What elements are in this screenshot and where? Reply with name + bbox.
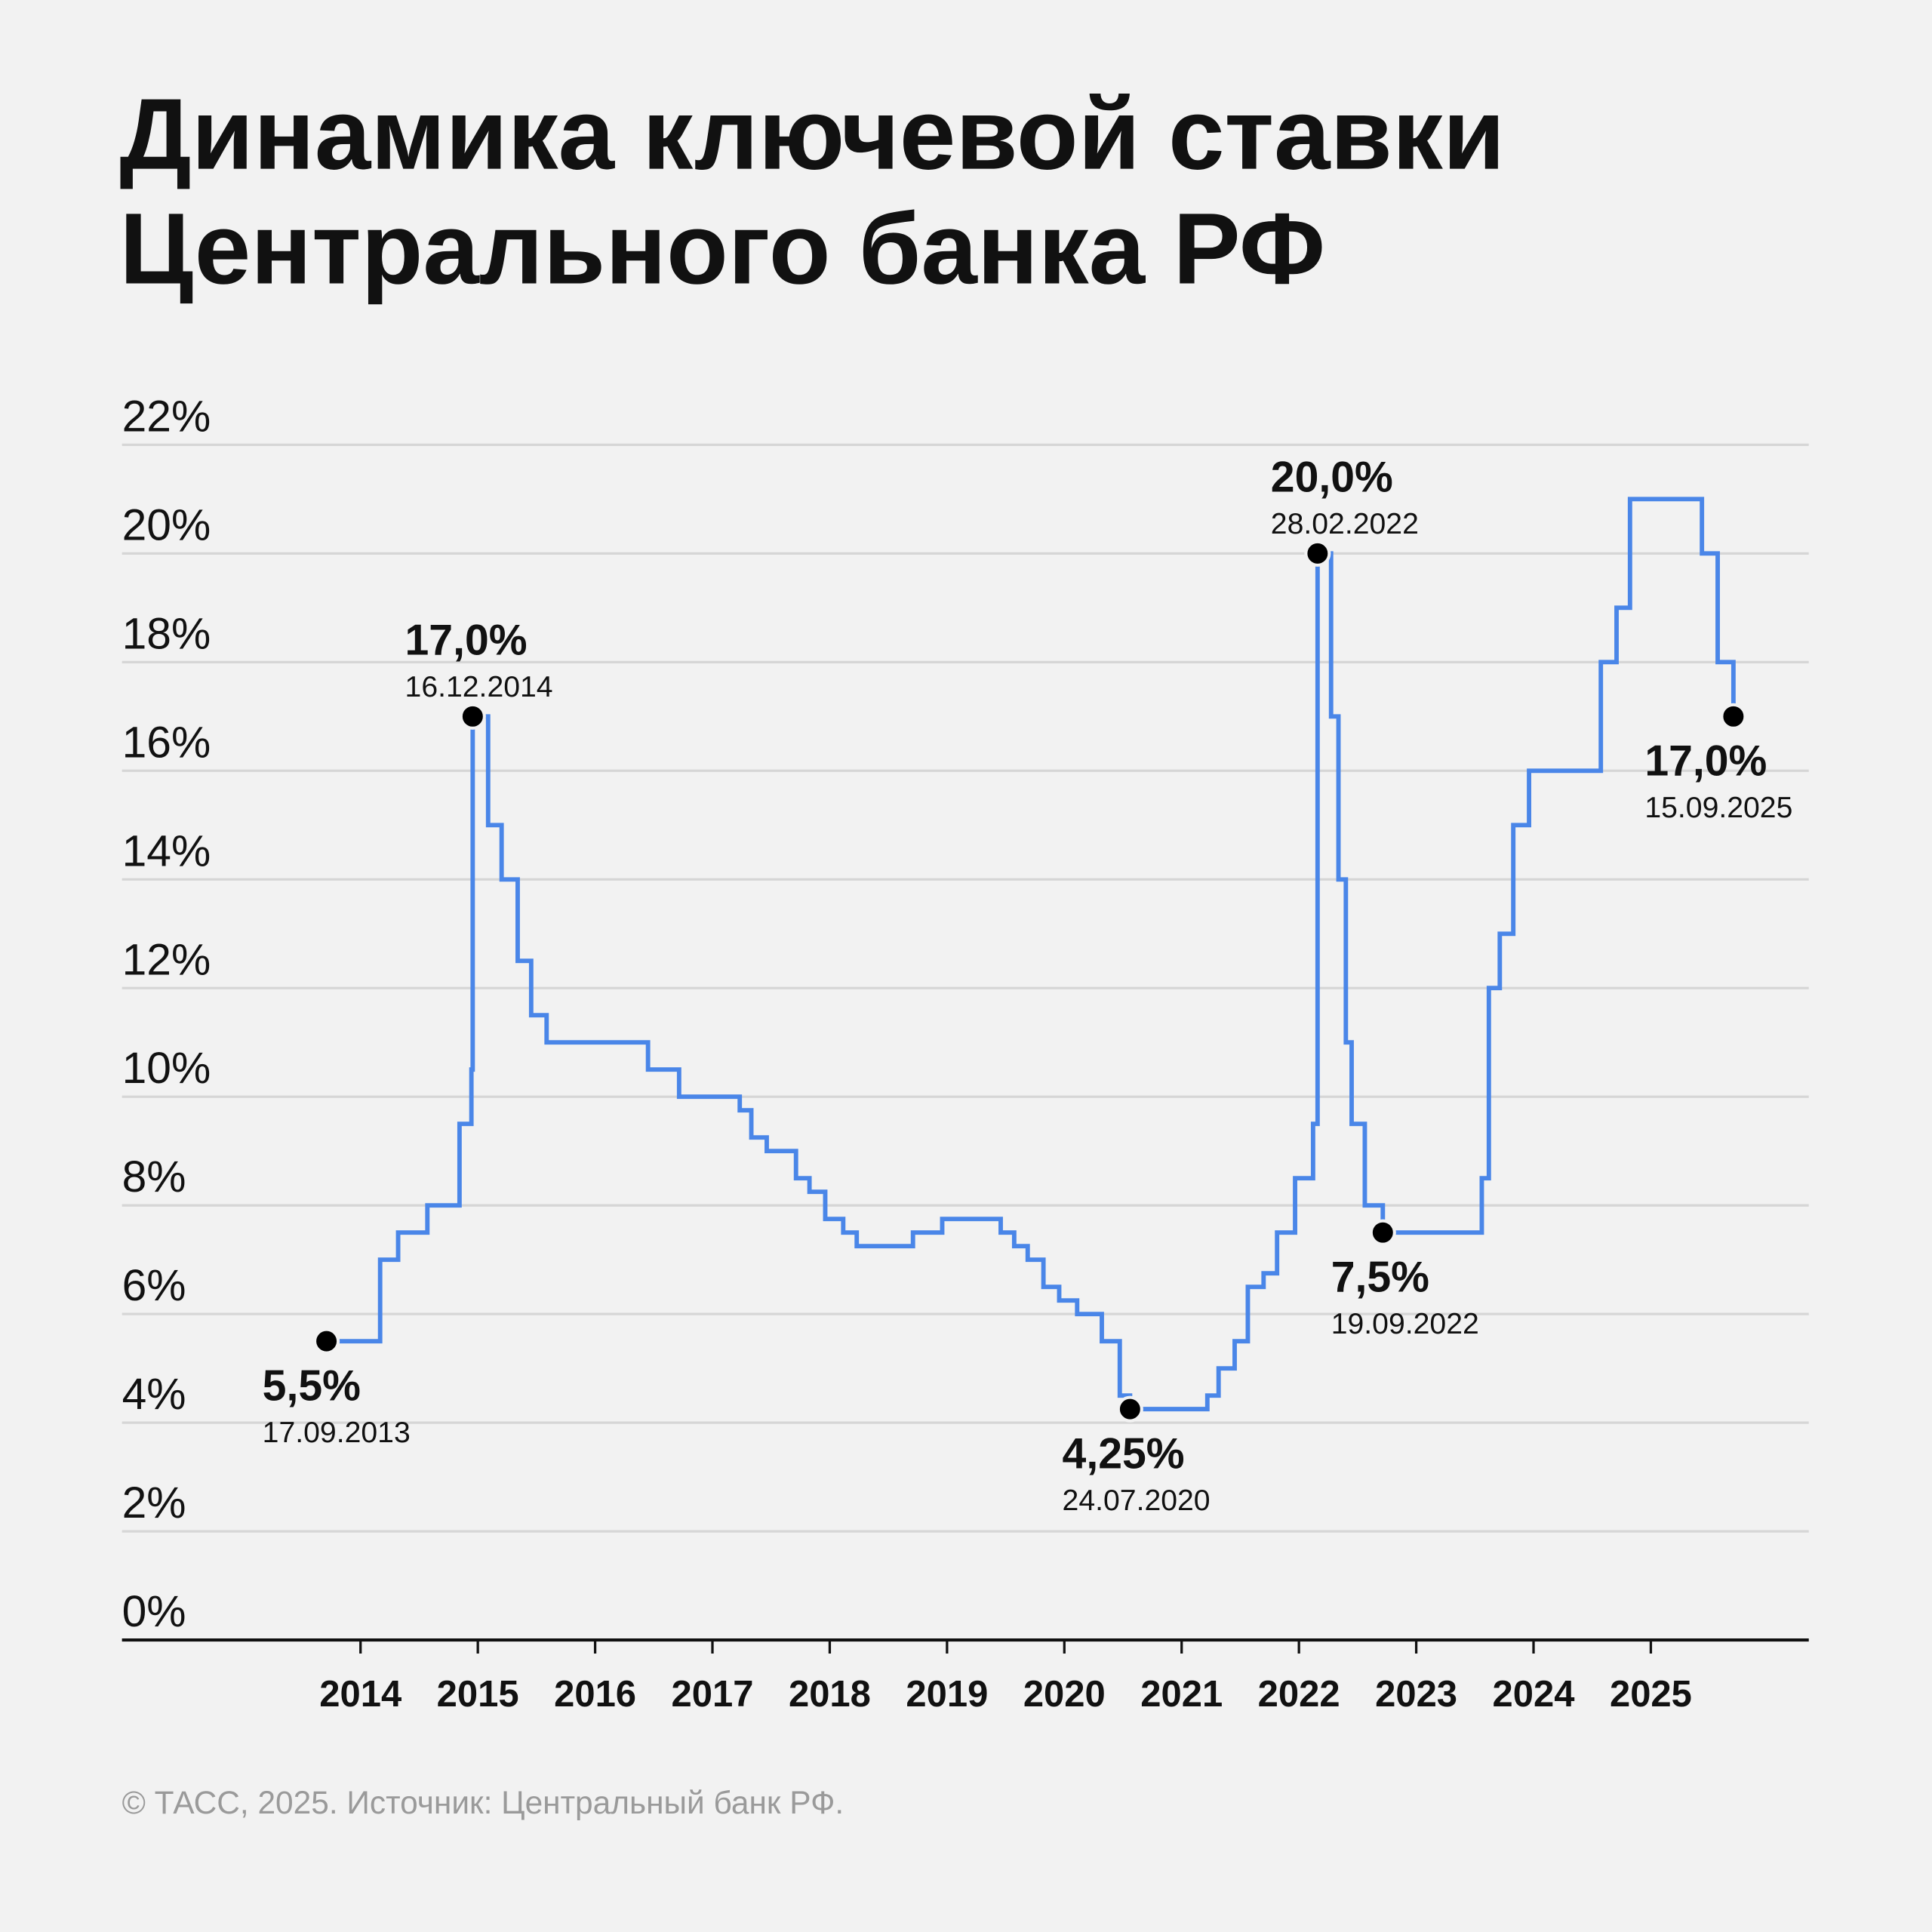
x-tick-label: 2024 — [1493, 1674, 1575, 1715]
y-tick-label: 4% — [122, 1370, 186, 1419]
annotation-value: 7,5% — [1331, 1254, 1429, 1302]
annotation-date: 15.09.2025 — [1644, 792, 1792, 824]
annotation-dot — [313, 1327, 340, 1355]
annotation-value: 20,0% — [1271, 454, 1393, 502]
x-tick-label: 2018 — [789, 1674, 871, 1715]
annotation: 17,0% 16.12.2014 — [405, 617, 553, 730]
x-tick-label: 2019 — [906, 1674, 988, 1715]
annotation: 5,5% 17.09.2013 — [263, 1327, 411, 1449]
y-tick-label: 20% — [122, 500, 211, 549]
source-footer: © ТАСС, 2025. Источник: Центральный банк… — [122, 1785, 844, 1820]
x-tick-label: 2021 — [1140, 1674, 1223, 1715]
y-tick-label: 6% — [122, 1261, 186, 1310]
y-tick-label: 14% — [122, 826, 211, 875]
annotation-value: 4,25% — [1063, 1429, 1185, 1478]
y-tick-label: 12% — [122, 935, 211, 984]
y-tick-label: 0% — [122, 1587, 186, 1636]
annotation-value: 17,0% — [405, 617, 528, 665]
annotation-date: 24.07.2020 — [1063, 1484, 1211, 1517]
y-tick-label: 22% — [122, 392, 211, 441]
annotations: 5,5% 17.09.2013 17,0% 16.12.2014 4,25% 24.07.… — [263, 454, 1793, 1517]
annotation: 4,25% 24.07.2020 — [1063, 1395, 1211, 1517]
chart-title-line-1: Динамика ключевой ставки — [119, 78, 1505, 191]
annotation-date: 16.12.2014 — [405, 671, 553, 703]
gridlines — [122, 443, 1809, 1533]
x-tick-label: 2022 — [1258, 1674, 1340, 1715]
annotation: 7,5% 19.09.2022 — [1331, 1219, 1479, 1340]
annotation-dot — [1369, 1219, 1396, 1246]
y-tick-label: 18% — [122, 609, 211, 658]
x-tick-label: 2015 — [437, 1674, 519, 1715]
x-tick-label: 2025 — [1610, 1674, 1692, 1715]
x-axis-ticks: 2014 2015 2016 2017 2018 2019 2020 2021 2022 2023… — [319, 1640, 1692, 1715]
annotation-date: 28.02.2022 — [1271, 508, 1419, 540]
annotation-date: 17.09.2013 — [263, 1417, 411, 1449]
y-tick-label: 16% — [122, 718, 211, 767]
annotation-value: 5,5% — [263, 1362, 361, 1411]
x-tick-label: 2017 — [672, 1674, 754, 1715]
y-tick-label: 2% — [122, 1478, 186, 1527]
annotation-value: 17,0% — [1644, 737, 1767, 786]
x-tick-label: 2014 — [319, 1674, 401, 1715]
x-tick-label: 2016 — [554, 1674, 636, 1715]
annotation-dot — [459, 703, 486, 730]
y-tick-label: 8% — [122, 1152, 186, 1201]
chart-title-line-2: Центрального банка РФ — [119, 193, 1325, 306]
annotation: 17,0% 15.09.2025 — [1644, 703, 1792, 824]
annotation: 20,0% 28.02.2022 — [1271, 454, 1419, 567]
annotation-dot — [1116, 1395, 1143, 1423]
annotation-dot — [1304, 540, 1331, 567]
y-axis-labels: 0% 2% 4% 6% 8% 10% 12% 14% 16% 18% 20% 22% — [122, 392, 211, 1636]
x-tick-label: 2020 — [1023, 1674, 1106, 1715]
x-tick-label: 2023 — [1375, 1674, 1457, 1715]
annotation-date: 19.09.2022 — [1331, 1308, 1479, 1340]
annotation-dot — [1720, 703, 1747, 730]
key-rate-line — [326, 497, 1736, 1412]
y-tick-label: 10% — [122, 1044, 211, 1093]
